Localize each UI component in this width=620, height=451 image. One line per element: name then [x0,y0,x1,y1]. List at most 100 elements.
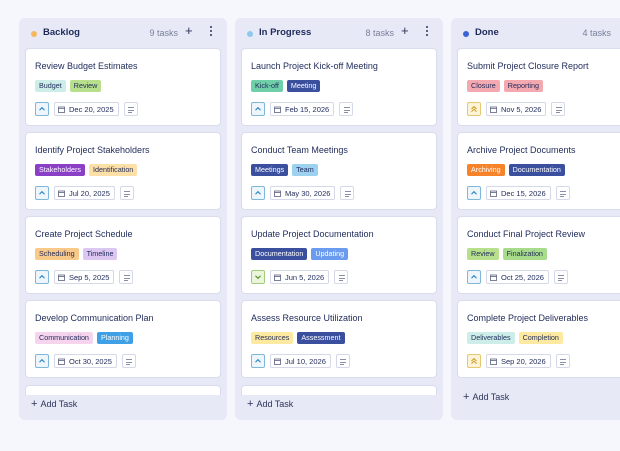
chevron-down-icon[interactable] [251,270,265,284]
tag: Team [292,164,318,176]
add-task-button[interactable]: + Add Task [31,398,77,410]
chevron-up-icon[interactable] [35,270,49,284]
tag: Reporting [503,80,543,92]
task-card[interactable]: Conduct Final Project Review Review Finali… [457,216,620,294]
due-date[interactable]: Jul 10, 2026 [270,354,331,368]
tag: Planning [96,332,133,344]
due-date[interactable]: Dec 15, 2026 [486,186,551,200]
card-meta: Sep 5, 2025 [35,270,134,284]
calendar-icon [274,190,281,197]
notes-icon[interactable] [121,354,136,368]
card-title: Identify Project Stakeholders [35,145,150,155]
task-card[interactable]: Assess Resource Utilization Resources Asse… [241,300,437,378]
double-chevron-up-icon[interactable] [467,354,481,368]
task-card[interactable]: Archive Project Documents Archiving Docume… [457,132,620,210]
chevron-up-icon[interactable] [467,270,481,284]
calendar-icon [274,106,281,113]
card-title: Create Project Schedule [35,229,133,239]
chevron-up-icon[interactable] [35,102,49,116]
tag: Archiving [467,164,505,176]
card-title: Assess Resource Utilization [251,313,363,323]
column-header: In Progress 8 tasks + [235,18,443,48]
task-card[interactable]: Conduct Team Meetings Meetings Team May 30,… [241,132,437,210]
due-date[interactable]: May 30, 2026 [270,186,336,200]
notes-icon[interactable] [340,186,355,200]
task-card[interactable]: Develop Communication Plan Communication P… [25,300,221,378]
task-card[interactable]: Identify Project Stakeholders Stakeholder… [25,132,221,210]
notes-icon[interactable] [119,270,134,284]
tag: Updating [311,248,349,260]
more-options-icon[interactable] [209,26,213,38]
double-chevron-up-icon[interactable] [467,102,481,116]
task-card[interactable]: Complete Project Deliverables Deliverable… [457,300,620,378]
plus-icon: + [463,391,470,403]
tag: Kick-off [251,80,283,92]
notes-icon[interactable] [551,102,566,116]
tag: Resources [251,332,294,344]
task-count: 9 tasks [149,28,178,38]
card-title: Submit Project Closure Report [467,61,589,71]
task-card[interactable]: Review Budget Estimates Budget Review Dec 2… [25,48,221,126]
notes-icon[interactable] [119,186,134,200]
add-card-icon[interactable]: + [401,23,409,38]
card-title: Review Budget Estimates [35,61,138,71]
tag-list: Resources Assessment [251,332,345,344]
due-date[interactable]: Oct 25, 2026 [486,270,549,284]
task-card[interactable]: Update Project Documentation Documentatio… [241,216,437,294]
task-card[interactable]: Launch Project Kick-off Meeting Kick-off M… [241,48,437,126]
due-date[interactable]: Sep 20, 2026 [486,354,551,368]
notes-icon[interactable] [123,102,138,116]
due-date[interactable]: Jun 5, 2026 [270,270,330,284]
tag: Budget [35,80,66,92]
more-options-icon[interactable] [425,26,429,38]
card-title: Conduct Final Project Review [467,229,586,239]
due-date-text: Oct 30, 2025 [69,356,112,366]
card-meta: Jun 5, 2026 [251,270,349,284]
due-date-text: Sep 5, 2025 [69,272,110,282]
add-task-button[interactable]: + Add Task [463,391,509,403]
notes-icon[interactable] [339,102,354,116]
notes-icon[interactable] [335,354,350,368]
due-date[interactable]: Jul 20, 2025 [54,186,115,200]
due-date[interactable]: Nov 5, 2026 [486,102,547,116]
chevron-up-icon[interactable] [251,354,265,368]
chevron-up-icon[interactable] [35,354,49,368]
due-date[interactable]: Feb 15, 2026 [270,102,335,116]
add-card-icon[interactable]: + [185,23,193,38]
tag-list: Documentation Updating [251,248,349,260]
notes-icon[interactable] [555,186,570,200]
due-date-text: May 30, 2026 [285,188,331,198]
calendar-icon [58,358,65,365]
status-dot [31,31,37,37]
due-date-text: Jul 20, 2025 [69,188,110,198]
card-title: Complete Project Deliverables [467,313,589,323]
add-task-button[interactable]: + Add Task [247,398,293,410]
tag: Meeting [286,80,321,92]
notes-icon[interactable] [334,270,349,284]
chevron-up-icon[interactable] [251,186,265,200]
tag-list: Budget Review [35,80,102,92]
column-header: Done 4 tasks [451,18,620,48]
notes-icon[interactable] [555,354,570,368]
notes-icon[interactable] [553,270,568,284]
tag-list: Stakeholders Identification [35,164,138,176]
due-date-text: Jun 5, 2026 [285,272,325,282]
calendar-icon [58,274,65,281]
task-card[interactable]: Create Project Schedule Scheduling Timelin… [25,216,221,294]
chevron-up-icon[interactable] [467,186,481,200]
tag: Communication [35,332,93,344]
due-date[interactable]: Sep 5, 2025 [54,270,115,284]
due-date[interactable]: Oct 30, 2025 [54,354,117,368]
card-meta: Oct 25, 2026 [467,270,568,284]
card-title: Develop Communication Plan [35,313,154,323]
due-date[interactable]: Dec 20, 2025 [54,102,119,116]
chevron-up-icon[interactable] [35,186,49,200]
chevron-up-icon[interactable] [251,102,265,116]
task-card[interactable] [25,385,221,395]
tag: Scheduling [35,248,79,260]
card-meta: Dec 15, 2026 [467,186,570,200]
task-card[interactable] [241,385,437,395]
tag-list: Scheduling Timeline [35,248,118,260]
task-card[interactable]: Submit Project Closure Report Closure Repo… [457,48,620,126]
calendar-icon [490,274,497,281]
